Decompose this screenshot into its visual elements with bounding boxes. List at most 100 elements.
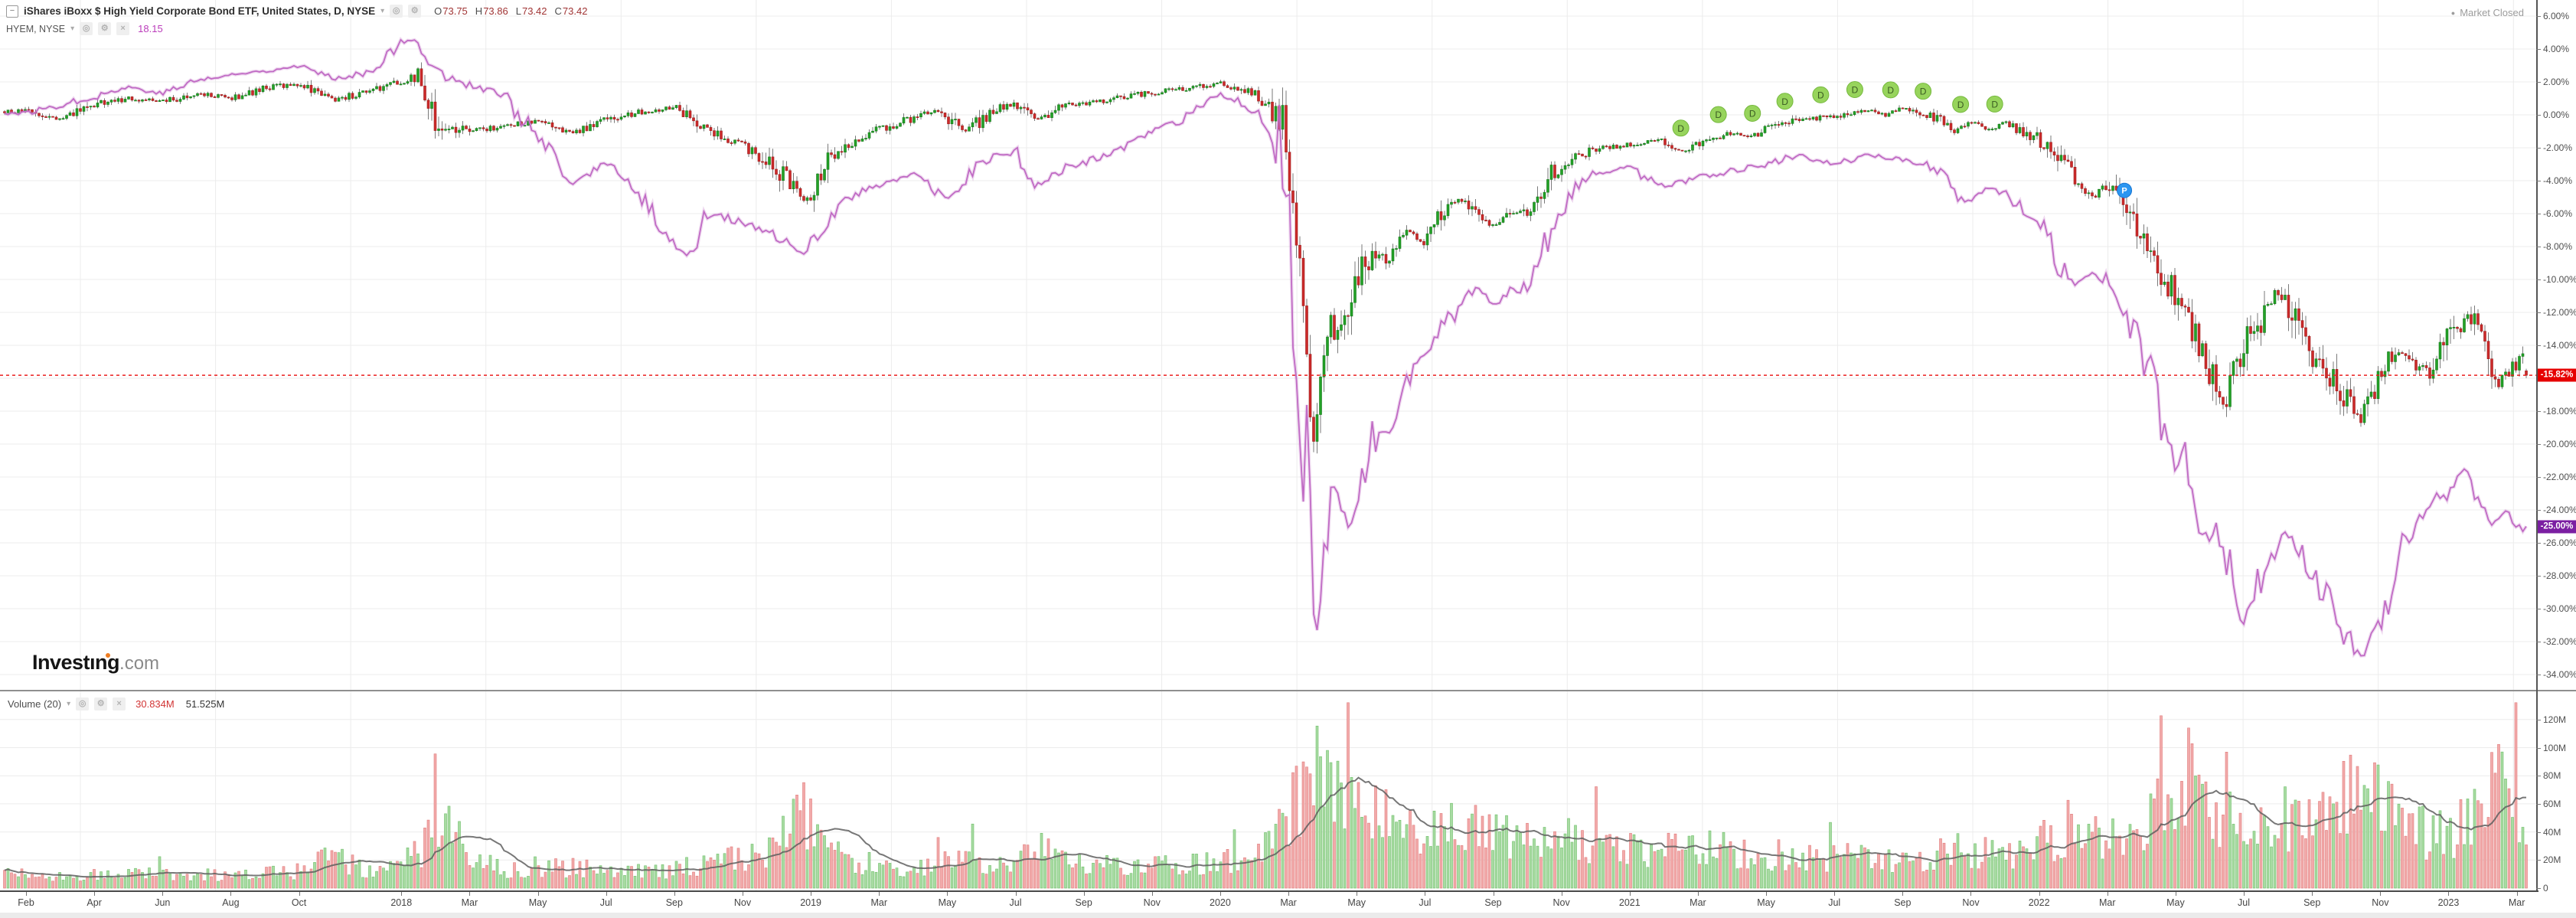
eye-icon[interactable]: ◎ bbox=[78, 699, 87, 708]
axis-tick bbox=[401, 892, 403, 896]
gear-icon[interactable]: ⚙ bbox=[96, 699, 105, 708]
volume-chart-canvas[interactable] bbox=[0, 691, 2536, 890]
price-chart-canvas[interactable]: D D D D D D D D D D P bbox=[0, 0, 2536, 691]
axis-tick bbox=[2536, 803, 2541, 805]
price-tick-label: -2.00% bbox=[2543, 142, 2573, 153]
time-axis-label: May bbox=[1757, 897, 1775, 908]
time-axis-label: Sep bbox=[1894, 897, 1912, 908]
price-tick-label: 4.00% bbox=[2543, 44, 2570, 54]
dividend-marker[interactable]: D bbox=[1846, 80, 1863, 98]
dividend-marker[interactable]: D bbox=[1882, 81, 1899, 99]
volume-tick-label: 120M bbox=[2543, 714, 2567, 725]
axis-tick bbox=[2536, 82, 2541, 83]
time-axis-label: Mar bbox=[2508, 897, 2525, 908]
price-tick-label: -8.00% bbox=[2543, 241, 2573, 252]
volume-pane[interactable] bbox=[0, 691, 2536, 890]
price-tick-label: -30.00% bbox=[2543, 603, 2576, 614]
dividend-marker[interactable]: D bbox=[1915, 83, 1932, 100]
bottom-scroll-strip[interactable] bbox=[0, 913, 2576, 918]
time-axis-label: 2020 bbox=[1210, 897, 1231, 908]
eye-icon[interactable]: ◎ bbox=[82, 24, 90, 33]
ohlc-readout: O 73.75 H 73.86 L 73.42 C 73.42 bbox=[434, 5, 587, 17]
price-tick-label: -32.00% bbox=[2543, 636, 2576, 647]
time-axis-label: Apr bbox=[87, 897, 102, 908]
time-axis-label: May bbox=[938, 897, 957, 908]
time-axis-label: Jul bbox=[1419, 897, 1432, 908]
volume-indicator-title[interactable]: Volume (20) bbox=[8, 698, 62, 710]
time-axis-label: Mar bbox=[870, 897, 888, 908]
price-grid bbox=[0, 0, 2536, 691]
settings-button: ⚙ bbox=[408, 5, 422, 18]
volume-tick-label: 100M bbox=[2543, 742, 2567, 753]
time-axis-label: Jul bbox=[2238, 897, 2251, 908]
time-axis-label: Jul bbox=[1828, 897, 1841, 908]
eye-icon[interactable]: ◎ bbox=[392, 6, 400, 15]
price-tick-label: 6.00% bbox=[2543, 11, 2570, 21]
axis-tick bbox=[1151, 892, 1153, 896]
comparison-symbol-title[interactable]: HYEM, NYSE bbox=[6, 23, 66, 34]
time-axis-label: Mar bbox=[461, 897, 478, 908]
comparison-line-halo bbox=[4, 37, 2528, 658]
axis-tick bbox=[606, 892, 607, 896]
gear-icon[interactable]: ⚙ bbox=[100, 24, 109, 33]
event-markers: D D D D D D D D D D P bbox=[1672, 80, 2133, 198]
remove-symbol-button: × bbox=[116, 22, 130, 35]
chevron-down-icon[interactable]: ▾ bbox=[380, 7, 385, 15]
axis-tick bbox=[2536, 576, 2541, 577]
time-axis-border bbox=[0, 890, 2538, 892]
price-tick-label: -10.00% bbox=[2543, 274, 2576, 285]
axis-tick bbox=[2536, 49, 2541, 50]
price-tick-label: -12.00% bbox=[2543, 307, 2576, 318]
comparison-line-series bbox=[4, 38, 2527, 657]
dividend-marker[interactable]: D bbox=[1744, 104, 1761, 122]
axis-tick bbox=[1697, 892, 1699, 896]
price-tick-label: -14.00% bbox=[2543, 340, 2576, 351]
pane-separator[interactable] bbox=[0, 690, 2576, 691]
price-pane[interactable]: D D D D D D D D D D P bbox=[0, 0, 2536, 691]
dividend-marker[interactable]: D bbox=[1952, 96, 1970, 113]
svg-text:D: D bbox=[1781, 96, 1788, 107]
remove-indicator-button: × bbox=[113, 697, 126, 711]
price-tick-label: -28.00% bbox=[2543, 570, 2576, 581]
price-tick-label: 0.00% bbox=[2543, 109, 2570, 120]
time-axis-label: Mar bbox=[1690, 897, 1706, 908]
dividend-marker[interactable]: D bbox=[1672, 119, 1690, 137]
svg-text:D: D bbox=[1817, 90, 1824, 100]
price-tick-label: -18.00% bbox=[2543, 406, 2576, 417]
dividend-marker[interactable]: D bbox=[1776, 93, 1794, 110]
split-marker[interactable]: P bbox=[2117, 182, 2133, 198]
close-icon[interactable]: × bbox=[116, 699, 122, 708]
chevron-down-icon[interactable]: ▾ bbox=[70, 25, 75, 33]
axis-tick bbox=[1970, 892, 1972, 896]
axis-tick bbox=[2536, 831, 2541, 833]
axis-tick bbox=[2244, 892, 2245, 896]
price-tick-label: -34.00% bbox=[2543, 669, 2576, 680]
svg-text:D: D bbox=[1957, 100, 1964, 110]
gear-icon[interactable]: ⚙ bbox=[410, 6, 419, 15]
axis-tick bbox=[469, 892, 471, 896]
price-tick-label: -6.00% bbox=[2543, 208, 2573, 219]
axis-tick bbox=[2536, 345, 2541, 346]
dividend-marker[interactable]: D bbox=[1709, 106, 1727, 123]
close-icon[interactable]: × bbox=[120, 24, 126, 33]
time-axis-label: 2023 bbox=[2437, 897, 2460, 908]
time-axis-label: Nov bbox=[1962, 897, 1980, 908]
axis-tick bbox=[2380, 892, 2382, 896]
comparison-symbol-value: 18.15 bbox=[138, 23, 163, 34]
chevron-down-icon[interactable]: ▾ bbox=[67, 700, 71, 708]
svg-text:D: D bbox=[1991, 99, 1998, 109]
low-value: L 73.42 bbox=[515, 5, 547, 17]
svg-text:D: D bbox=[1852, 84, 1859, 95]
dividend-marker[interactable]: D bbox=[1986, 95, 2003, 113]
toggle-visibility-button: ◎ bbox=[80, 22, 93, 35]
toggle-visibility-button: ◎ bbox=[76, 697, 90, 711]
volume-tick-label: 60M bbox=[2543, 798, 2561, 809]
axis-tick bbox=[2536, 411, 2541, 412]
main-symbol-title[interactable]: iShares iBoxx $ High Yield Corporate Bon… bbox=[24, 5, 376, 17]
volume-tick-label: 80M bbox=[2543, 770, 2561, 782]
collapse-pane-icon[interactable]: − bbox=[6, 5, 18, 18]
time-axis-label: Nov bbox=[733, 897, 752, 908]
price-tick-label: -4.00% bbox=[2543, 175, 2573, 186]
dividend-marker[interactable]: D bbox=[1812, 86, 1830, 103]
axis-tick bbox=[1015, 892, 1017, 896]
